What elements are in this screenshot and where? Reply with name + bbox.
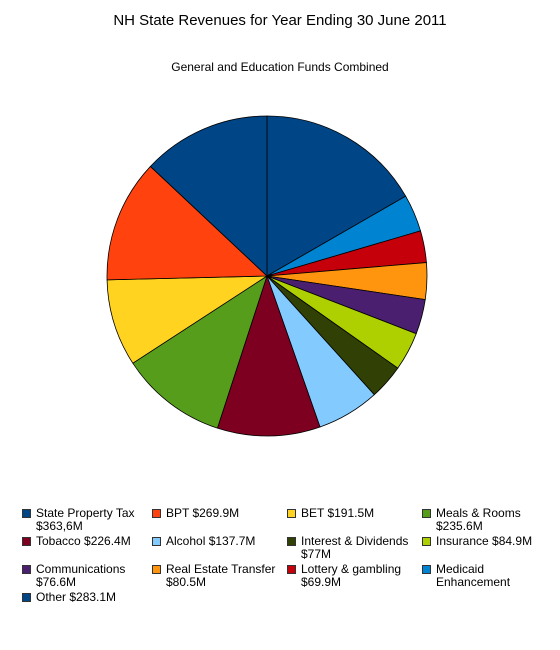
pie-slice-2 — [106, 275, 269, 364]
pie-slice-1 — [106, 165, 268, 281]
pie-slice-4 — [216, 274, 321, 437]
legend: State Property Tax $363,6M BPT $269.9M BET… — [22, 507, 552, 604]
chart-title: NH State Revenues for Year Ending 30 Jun… — [113, 12, 447, 29]
legend-label-9: Real Estate Transfer $80.5M — [166, 562, 276, 589]
legend-item-6: Interest & Dividends $77M — [287, 535, 422, 561]
legend-label-7: Insurance $84.9M — [436, 534, 533, 548]
legend-item-2: BET $191.5M — [287, 507, 422, 533]
legend-item-1: BPT $269.9M — [152, 507, 287, 533]
legend-item-5: Alcohol $137.7M — [152, 535, 287, 561]
pie-slice-3 — [132, 275, 268, 429]
legend-label-1: BPT $269.9M — [166, 506, 240, 520]
legend-item-0: State Property Tax $363,6M — [22, 507, 152, 533]
legend-item-11: Medicaid Enhancement — [422, 563, 552, 589]
legend-item-12: Other $283.1M — [22, 591, 152, 604]
legend-swatch-6 — [287, 537, 296, 546]
pie-slices — [106, 115, 428, 437]
legend-swatch-2 — [287, 509, 296, 518]
legend-item-9: Real Estate Transfer $80.5M — [152, 563, 287, 589]
legend-item-4: Tobacco $226.4M — [22, 535, 152, 561]
legend-swatch-3 — [422, 509, 431, 518]
pie-slice-12 — [149, 115, 268, 277]
pie-slice-0 — [266, 115, 407, 277]
legend-label-8: Communications $76.6M — [36, 562, 126, 589]
legend-item-7: Insurance $84.9M — [422, 535, 552, 561]
legend-label-3: Meals & Rooms $235.6M — [436, 506, 521, 533]
legend-swatch-7 — [422, 537, 431, 546]
legend-swatch-4 — [22, 537, 31, 546]
legend-item-8: Communications $76.6M — [22, 563, 152, 589]
legend-label-12: Other $283.1M — [36, 590, 117, 604]
legend-swatch-9 — [152, 565, 161, 574]
legend-label-4: Tobacco $226.4M — [36, 534, 131, 548]
legend-label-10: Lottery & gambling $69.9M — [301, 562, 402, 589]
legend-label-11: Medicaid Enhancement — [436, 562, 511, 589]
chart-subtitle: General and Education Funds Combined — [171, 60, 389, 74]
pie-chart — [106, 115, 428, 437]
legend-item-10: Lottery & gambling $69.9M — [287, 563, 422, 589]
legend-swatch-11 — [422, 565, 431, 574]
legend-label-0: State Property Tax $363,6M — [36, 506, 135, 533]
legend-label-2: BET $191.5M — [301, 506, 375, 520]
legend-item-3: Meals & Rooms $235.6M — [422, 507, 552, 533]
legend-swatch-8 — [22, 565, 31, 574]
legend-label-6: Interest & Dividends $77M — [301, 534, 409, 561]
legend-swatch-0 — [22, 509, 31, 518]
legend-swatch-12 — [22, 593, 31, 602]
legend-swatch-10 — [287, 565, 296, 574]
legend-swatch-5 — [152, 537, 161, 546]
legend-label-5: Alcohol $137.7M — [166, 534, 256, 548]
legend-swatch-1 — [152, 509, 161, 518]
